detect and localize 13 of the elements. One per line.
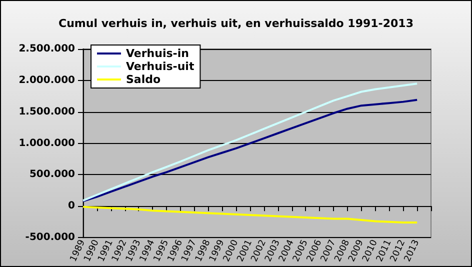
- y-tick-label: 0: [68, 200, 76, 212]
- y-tick-label: 1.500.000: [18, 106, 76, 118]
- legend-label: Saldo: [126, 73, 161, 86]
- legend-label: Verhuis-in: [126, 47, 189, 60]
- y-tick-label: 2.000.000: [18, 74, 76, 86]
- chart-title: Cumul verhuis in, verhuis uit, en verhuissaldo 1991-2013: [58, 17, 414, 30]
- legend-label: Verhuis-uit: [126, 60, 194, 73]
- line-series: [82, 206, 418, 224]
- y-tick-label: 500.000: [29, 169, 76, 180]
- y-tick-label: -500.000: [25, 232, 76, 244]
- x-tick-label: 2013: [402, 238, 422, 264]
- y-tick-label: 2.500.000: [18, 44, 76, 54]
- y-tick-label: 1.000.000: [18, 138, 76, 149]
